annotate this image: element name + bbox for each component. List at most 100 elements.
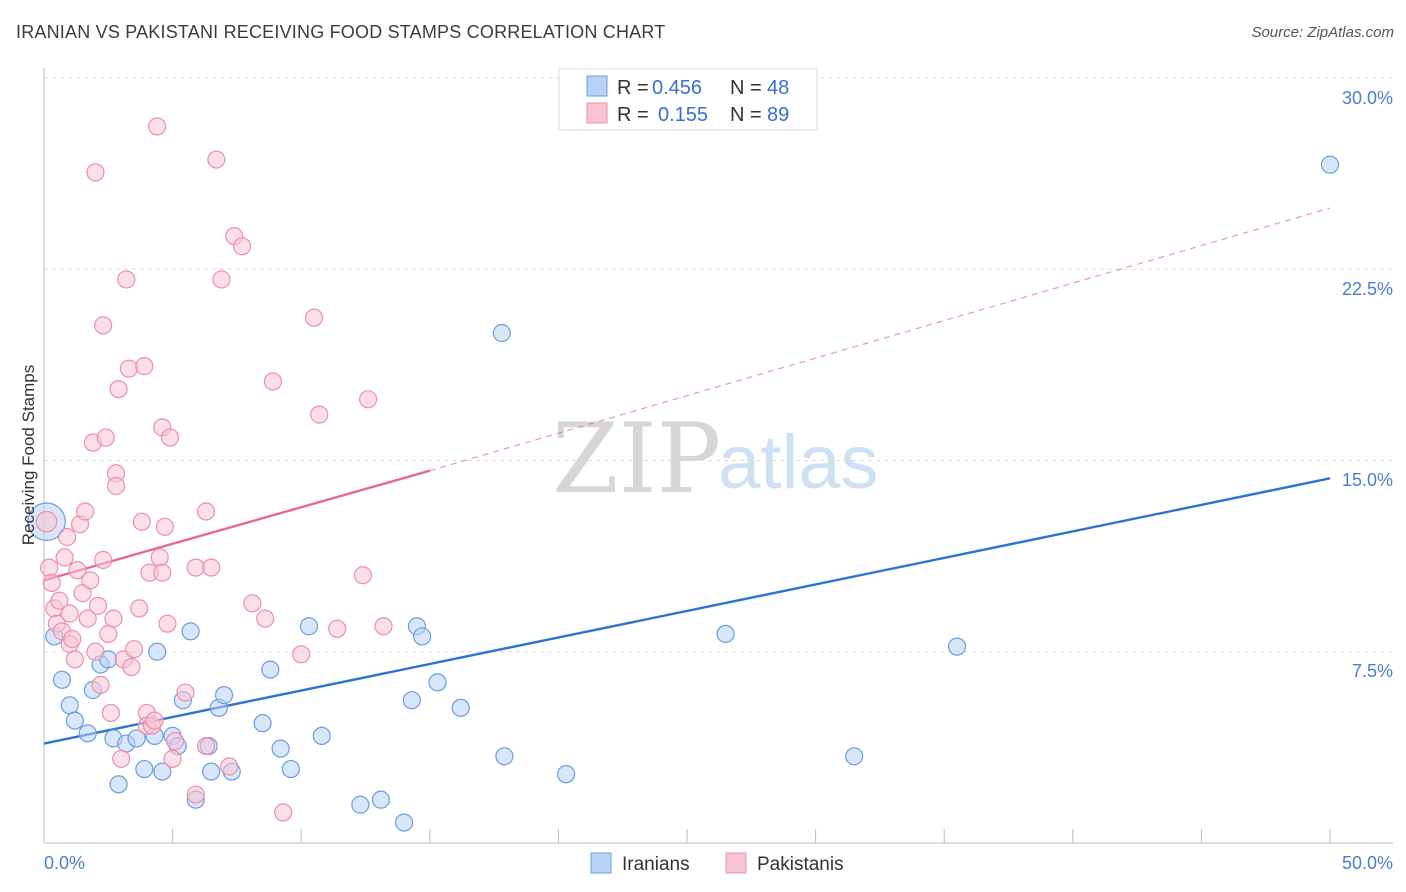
point-iranians-41 [492,323,511,343]
watermark-zip: ZIP [552,403,721,515]
point-pakistanis-13 [68,561,87,580]
point-pakistanis-61 [202,558,221,577]
point-pakistanis-59 [196,736,216,756]
legend-r-value-iranians: 0.456 [652,77,702,99]
point-pakistanis-63 [212,270,231,289]
point-pakistanis-54 [163,749,182,768]
point-pakistanis-36 [119,359,138,378]
point-pakistanis-35 [117,270,136,289]
point-iranians-28 [261,660,280,679]
point-pakistanis-69 [263,372,283,391]
point-pakistanis-38 [124,640,144,659]
point-pakistanis-22 [88,596,108,615]
point-iranians-32 [312,726,331,746]
trend-line-extension-pakistanis [429,207,1331,472]
data-points [27,117,1340,832]
point-iranians-2 [52,670,72,689]
x-tick-label-max: 50.0% [1342,853,1393,873]
point-pakistanis-76 [358,390,378,409]
point-pakistanis-72 [304,308,324,327]
point-iranians-29 [271,739,290,758]
point-iranians-25 [214,685,234,705]
point-pakistanis-7 [55,548,74,567]
trend-line-iranians [43,477,1331,745]
point-pakistanis-37 [122,657,141,677]
point-pakistanis-18 [81,571,100,590]
point-pakistanis-75 [353,566,373,585]
point-pakistanis-33 [112,749,131,768]
point-iranians-31 [299,617,319,636]
legend-n-value-pakistanis: 89 [767,104,789,126]
point-iranians-40 [451,698,470,717]
point-pakistanis-23 [91,675,110,695]
point-iranians-34 [371,790,391,809]
point-pakistanis-46 [145,711,164,730]
point-pakistanis-2 [42,573,61,593]
point-iranians-45 [845,747,864,766]
point-iranians-39 [428,673,447,692]
y-axis-title: Receiving Food Stamps [19,365,38,545]
point-pakistanis-16 [76,502,95,521]
source-credit: Source: ZipAtlas.com [1251,24,1394,41]
point-iranians-27 [253,714,272,733]
legend-r-label-iranians: R = [617,77,649,99]
point-iranians-23 [202,762,221,781]
y-tick-label-15: 15.0% [1342,470,1393,490]
point-pakistanis-57 [186,785,205,804]
point-pakistanis-11 [63,629,82,649]
y-tick-label-22-5: 22.5% [1342,279,1393,299]
point-pakistanis-51 [155,517,174,536]
legend-r-label-pakistanis: R = [617,104,649,126]
point-iranians-35 [394,813,414,832]
point-pakistanis-41 [135,357,154,376]
point-pakistanis-50 [153,563,172,582]
legend-n-label-iranians: N = [730,77,762,99]
point-pakistanis-8 [58,527,77,547]
point-pakistanis-67 [243,594,262,613]
point-pakistanis-73 [310,405,329,424]
point-pakistanis-62 [207,150,226,169]
point-iranians-44 [716,624,735,644]
bottom-legend-swatch-pakistanis [725,852,747,874]
legend-n-value-iranians: 48 [767,77,789,99]
point-iranians-13 [135,759,154,779]
legend-swatch-iranians [586,75,608,97]
y-tick-label-30: 30.0% [1342,88,1393,108]
point-pakistanis-9 [60,604,79,623]
point-iranians-10 [109,775,128,794]
point-iranians-12 [127,729,146,748]
bottom-legend-swatch-iranians [590,852,612,874]
point-pakistanis-71 [292,645,311,664]
x-tick-label-min: 0.0% [44,853,85,873]
point-pakistanis-21 [86,163,105,182]
point-pakistanis-0 [35,510,58,533]
bottom-legend-label-pakistanis: Pakistanis [757,854,844,875]
point-pakistanis-64 [220,757,239,776]
legend-r-value-pakistanis: 0.155 [658,104,708,126]
point-iranians-5 [78,724,97,743]
point-pakistanis-70 [274,803,293,822]
point-iranians-33 [351,795,370,814]
point-pakistanis-47 [148,117,167,136]
point-iranians-43 [557,765,576,784]
point-pakistanis-58 [186,558,205,577]
point-pakistanis-5 [50,591,69,610]
point-pakistanis-27 [99,624,118,644]
point-pakistanis-26 [96,428,115,447]
point-pakistanis-1 [40,558,59,577]
point-pakistanis-29 [104,609,123,628]
point-pakistanis-60 [196,502,216,521]
point-pakistanis-52 [158,614,177,633]
point-iranians-16 [153,762,172,781]
point-iranians-20 [181,622,200,641]
point-iranians-3 [60,696,79,715]
bottom-legend-label-iranians: Iranians [622,854,690,875]
legend: R = 0.456 N = 48 R = 0.155 N = 89 [558,68,818,131]
point-pakistanis-40 [132,512,151,531]
point-pakistanis-25 [94,316,113,335]
point-iranians-38 [412,627,432,646]
point-pakistanis-28 [101,703,120,723]
bottom-legend: Iranians Pakistanis [590,852,844,875]
axes [43,68,1393,844]
point-pakistanis-24 [94,550,113,570]
